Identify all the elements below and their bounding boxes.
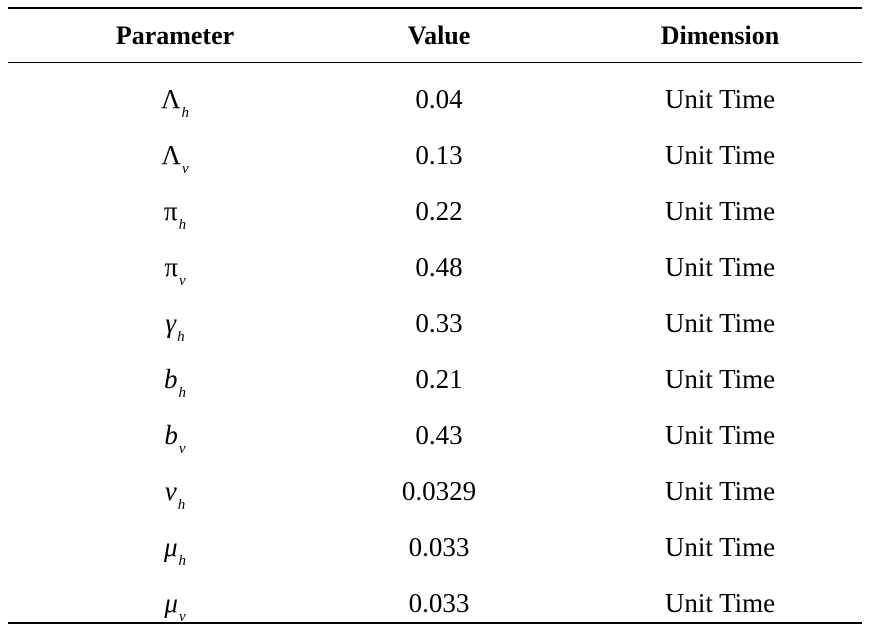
table-row: Λh 0.04 Unit Time: [8, 71, 862, 127]
parameter-cell: πh: [55, 183, 295, 239]
table-header-rule: [8, 62, 862, 63]
parameter-cell: μh: [55, 519, 295, 575]
value-cell: 0.33: [415, 308, 463, 338]
parameter-subscript: v: [178, 273, 186, 289]
dimension-cell: Unit Time: [664, 84, 776, 114]
header-dimension: Dimension: [660, 21, 780, 50]
value-cell: 0.43: [415, 420, 463, 450]
parameter-cell: νh: [55, 463, 295, 519]
dimension-cell: Unit Time: [664, 420, 776, 450]
value-cell: 0.04: [415, 84, 463, 114]
parameter-subscript: v: [178, 609, 186, 625]
table-row: νh 0.0329 Unit Time: [8, 463, 862, 519]
parameter-subscript: h: [181, 105, 190, 121]
parameter-cell: bv: [55, 407, 295, 463]
dimension-cell: Unit Time: [664, 364, 776, 394]
dimension-cell: Unit Time: [664, 588, 776, 618]
header-parameter: Parameter: [115, 21, 235, 50]
table-bottom-rule: [8, 622, 862, 624]
parameter-symbol: b: [164, 420, 178, 450]
table-row: bv 0.43 Unit Time: [8, 407, 862, 463]
dimension-cell: Unit Time: [664, 532, 776, 562]
value-cell: 0.13: [415, 140, 463, 170]
parameter-subscript: h: [178, 217, 187, 233]
parameter-subscript: h: [177, 329, 185, 345]
dimension-cell: Unit Time: [664, 140, 776, 170]
dimension-cell: Unit Time: [664, 308, 776, 338]
table-row: bh 0.21 Unit Time: [8, 351, 862, 407]
parameter-subscript: h: [177, 497, 186, 513]
parameter-cell: γh: [55, 295, 295, 351]
parameter-table: Parameter Value Dimension Λh 0.04 Unit Tim…: [8, 7, 862, 625]
parameter-cell: πv: [55, 239, 295, 295]
parameter-subscript: h: [178, 385, 187, 401]
table-row: μh 0.033 Unit Time: [8, 519, 862, 575]
dimension-cell: Unit Time: [664, 196, 776, 226]
value-cell: 0.0329: [401, 476, 477, 506]
table-row: Λv 0.13 Unit Time: [8, 127, 862, 183]
value-cell: 0.22: [415, 196, 463, 226]
header-value: Value: [407, 21, 471, 50]
parameter-subscript: v: [178, 441, 186, 457]
dimension-cell: Unit Time: [664, 476, 776, 506]
table-row: πv 0.48 Unit Time: [8, 239, 862, 295]
table-top-rule: [8, 7, 862, 9]
table-header-row: Parameter Value Dimension: [8, 9, 862, 63]
parameter-symbol: b: [164, 364, 178, 394]
parameter-cell: μv: [55, 575, 295, 631]
parameter-symbol: μ: [164, 588, 178, 618]
parameter-cell: Λh: [55, 71, 295, 127]
parameter-symbol: π: [163, 196, 178, 226]
value-cell: 0.48: [415, 252, 463, 282]
value-cell: 0.21: [415, 364, 463, 394]
table-row: πh 0.22 Unit Time: [8, 183, 862, 239]
value-cell: 0.033: [408, 588, 470, 618]
parameter-symbol: Λ: [160, 84, 181, 114]
table-row: μv 0.033 Unit Time: [8, 575, 862, 631]
parameter-symbol: μ: [163, 532, 178, 562]
parameter-cell: Λv: [55, 127, 295, 183]
value-cell: 0.033: [408, 532, 470, 562]
table-row: γh 0.33 Unit Time: [8, 295, 862, 351]
parameter-symbol: γ: [165, 308, 177, 338]
dimension-cell: Unit Time: [664, 252, 776, 282]
parameter-symbol: Λ: [161, 140, 181, 170]
parameter-subscript: h: [178, 553, 187, 569]
parameter-cell: bh: [55, 351, 295, 407]
parameter-subscript: v: [181, 161, 189, 177]
parameter-symbol: ν: [164, 476, 177, 506]
parameter-symbol: π: [164, 252, 178, 282]
